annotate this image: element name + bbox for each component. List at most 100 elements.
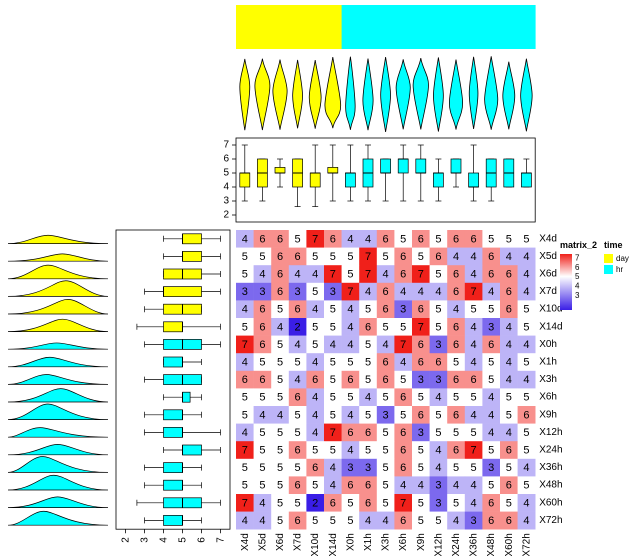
cell-value: 6 [330,233,336,245]
heatmap-cell [500,494,518,512]
cell-value: 5 [471,462,477,474]
column-label: X0h [345,533,356,551]
row-label: X7d [539,286,557,297]
violin-shape [254,58,271,131]
cell-value: 6 [488,269,494,281]
cell-value: 6 [259,321,265,333]
top-box-frame [235,137,536,223]
heatmap-cell [429,441,448,460]
legend-colorbar-label: 5 [575,272,580,281]
cell-value: 4 [523,497,529,509]
cell-value: 5 [418,462,424,474]
cell-value: 5 [488,357,494,369]
cell-value: 6 [383,357,389,369]
top-box-rect [309,172,321,188]
cell-value: 5 [347,497,353,509]
cell-value: 6 [347,427,353,439]
heatmap-cell [324,494,342,512]
left-box-rect [182,391,191,403]
cell-value: 6 [453,409,459,421]
cell-value: 6 [471,374,477,386]
heatmap-cell [376,370,395,389]
heatmap-cell [429,282,448,301]
heatmap-cell [306,441,325,460]
heatmap-cell [324,388,342,407]
heatmap-cell [376,300,395,319]
cell-value: 5 [312,480,318,492]
left-box-rect [163,356,183,368]
heatmap-cell [324,370,342,389]
heatmap-cell [271,458,290,477]
cell-value: 5 [488,304,494,316]
heatmap-cell [324,318,342,336]
heatmap-cell [288,494,307,512]
cell-value: 6 [365,427,371,439]
heatmap-cell [253,511,272,530]
cell-value: 5 [295,233,301,245]
cell-value: 5 [400,409,406,421]
heatmap-cell [447,388,466,407]
heatmap-cell [412,441,430,460]
cell-value: 3 [435,497,441,509]
cell-value: 6 [259,374,265,386]
cell-value: 5 [312,515,318,527]
cell-value: 4 [259,497,265,509]
cell-value: 3 [471,515,477,527]
heatmap-cell [394,406,413,424]
cell-value: 5 [435,269,441,281]
heatmap-cell [394,335,413,354]
cell-value: 5 [242,409,248,421]
heatmap-cell [306,406,325,424]
heatmap-cell [376,388,395,407]
column-label: X72h [521,533,532,556]
cell-value: 4 [488,427,494,439]
left-axis-tick-label: 2 [121,537,132,543]
heatmap-body: 4 6 6 5 7 6 4 4 6 5 6 5 6 6 5 5 55 5 6 6 5 5 5 7 5 6 5 6 4 4 6 4 45 4 6 4 4 7… [236,230,536,530]
cell-value: 5 [506,497,512,509]
heatmap-cell [324,265,342,284]
heatmap-cell [482,441,501,460]
heatmap-cell [394,476,413,495]
row-label: X4d [539,233,557,244]
heatmap-cell [376,494,395,512]
left-box-rect [163,427,183,438]
heatmap-cell [341,441,360,460]
heatmap-cell [517,282,536,301]
heatmap-cell [500,300,518,319]
cell-value: 6 [506,286,512,298]
column-label: X1h [363,533,374,551]
heatmap-cell [359,282,378,301]
cell-value: 6 [400,269,406,281]
cell-value: 6 [365,321,371,333]
heatmap-cell [429,476,448,495]
cell-value: 5 [365,445,371,457]
cell-value: 5 [330,409,336,421]
heatmap-cell [464,406,483,424]
cell-value: 5 [488,445,494,457]
top-box-rect [468,172,479,188]
heatmap-cell [359,458,378,477]
cell-value: 6 [383,304,389,316]
heatmap-cell [341,265,360,284]
cell-value: 5 [365,409,371,421]
density-shape [7,234,109,244]
cell-value: 7 [330,427,336,439]
cell-value: 4 [488,392,494,404]
cell-value: 6 [488,339,494,351]
cell-value: 5 [365,374,371,386]
legend-matrix-title: matrix_2 [560,240,597,250]
cell-value: 4 [312,357,318,369]
cell-value: 5 [277,462,283,474]
cell-value: 6 [418,233,424,245]
heatmap-cell [253,318,272,336]
heatmap-cell [412,300,430,319]
cell-value: 6 [435,357,441,369]
heatmap-cell [500,335,518,354]
heatmap-cell [517,335,536,354]
heatmap-cell [464,423,483,442]
cell-value: 5 [347,515,353,527]
row-label: X5d [539,251,557,262]
heatmap-cell [253,494,272,512]
top-annotation-cell [376,5,395,49]
